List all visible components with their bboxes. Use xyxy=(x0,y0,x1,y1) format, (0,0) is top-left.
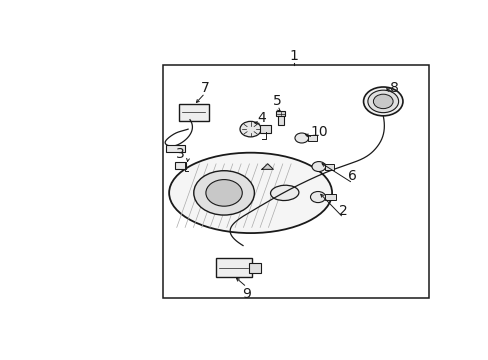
Polygon shape xyxy=(262,164,273,169)
FancyBboxPatch shape xyxy=(307,135,317,141)
Ellipse shape xyxy=(270,185,298,201)
FancyBboxPatch shape xyxy=(260,125,271,133)
Bar xyxy=(163,66,428,298)
Circle shape xyxy=(205,180,242,206)
Text: 7: 7 xyxy=(201,81,209,95)
Text: 5: 5 xyxy=(272,94,281,108)
Circle shape xyxy=(367,90,398,113)
Circle shape xyxy=(193,171,254,215)
Text: 4: 4 xyxy=(257,111,266,125)
Circle shape xyxy=(294,133,308,143)
FancyBboxPatch shape xyxy=(248,263,261,273)
FancyBboxPatch shape xyxy=(166,145,184,152)
Ellipse shape xyxy=(169,153,331,233)
Text: 3: 3 xyxy=(176,147,184,161)
FancyBboxPatch shape xyxy=(276,111,285,116)
Text: 9: 9 xyxy=(242,287,251,301)
FancyBboxPatch shape xyxy=(215,258,251,277)
FancyBboxPatch shape xyxy=(179,104,208,121)
FancyBboxPatch shape xyxy=(277,114,284,125)
Text: 1: 1 xyxy=(289,49,298,63)
Circle shape xyxy=(363,87,402,116)
Circle shape xyxy=(311,162,325,172)
FancyBboxPatch shape xyxy=(175,162,185,169)
FancyBboxPatch shape xyxy=(325,194,335,201)
Text: 6: 6 xyxy=(348,169,357,183)
FancyBboxPatch shape xyxy=(325,163,334,170)
Circle shape xyxy=(310,192,325,203)
Text: 2: 2 xyxy=(338,204,347,218)
Text: 8: 8 xyxy=(389,81,398,95)
Circle shape xyxy=(373,94,392,109)
Text: 10: 10 xyxy=(309,125,327,139)
Circle shape xyxy=(240,121,261,137)
